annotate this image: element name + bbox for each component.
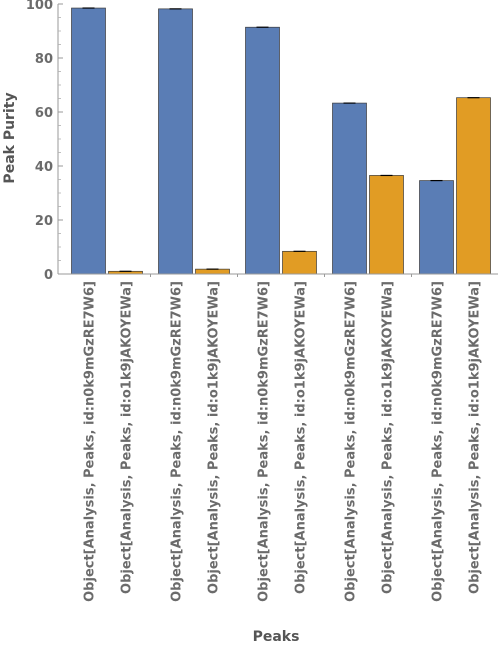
bar-g5-s2 — [456, 97, 491, 275]
y-tick-label: 0 — [44, 268, 53, 283]
category-label-g3-s1: Object[Analysis, Peaks, id:n0k9mGzRE7W6] — [257, 281, 272, 602]
category-label-g2-s1: Object[Analysis, Peaks, id:n0k9mGzRE7W6] — [170, 281, 185, 602]
y-tick-label: 80 — [35, 52, 53, 67]
category-label-g5-s1: Object[Analysis, Peaks, id:n0k9mGzRE7W6] — [431, 281, 446, 602]
bar-g1-s1 — [71, 7, 106, 275]
category-label-g1-s2: Object[Analysis, Peaks, id:o1k9jAKOYEWa] — [120, 281, 135, 594]
y-tick-label: 20 — [35, 214, 53, 229]
bar-g2-s1 — [158, 8, 193, 275]
category-label-g5-s2: Object[Analysis, Peaks, id:o1k9jAKOYEWa] — [468, 281, 483, 594]
bar-g4-s2 — [369, 175, 404, 275]
y-tick-label: 40 — [35, 160, 53, 175]
bar-g3-s1 — [245, 26, 280, 275]
bar-g2-s2 — [195, 268, 230, 275]
category-label-g2-s2: Object[Analysis, Peaks, id:o1k9jAKOYEWa] — [207, 281, 222, 594]
bars-layer — [71, 7, 491, 275]
category-label-g1-s1: Object[Analysis, Peaks, id:n0k9mGzRE7W6] — [83, 281, 98, 602]
category-label-g4-s2: Object[Analysis, Peaks, id:o1k9jAKOYEWa] — [381, 281, 396, 594]
axes-layer: Object[Analysis, Peaks, id:n0k9mGzRE7W6]… — [26, 0, 498, 602]
bar-g4-s1 — [332, 102, 367, 275]
y-tick-label: 100 — [26, 0, 53, 13]
x-axis-title: Peaks — [253, 629, 300, 645]
y-axis-title: Peak Purity — [2, 92, 18, 183]
y-tick-label: 60 — [35, 106, 53, 121]
category-label-g4-s1: Object[Analysis, Peaks, id:n0k9mGzRE7W6] — [344, 281, 359, 602]
bar-g3-s2 — [282, 250, 317, 275]
category-label-g3-s2: Object[Analysis, Peaks, id:o1k9jAKOYEWa] — [294, 281, 309, 594]
bar-g5-s1 — [419, 180, 454, 275]
